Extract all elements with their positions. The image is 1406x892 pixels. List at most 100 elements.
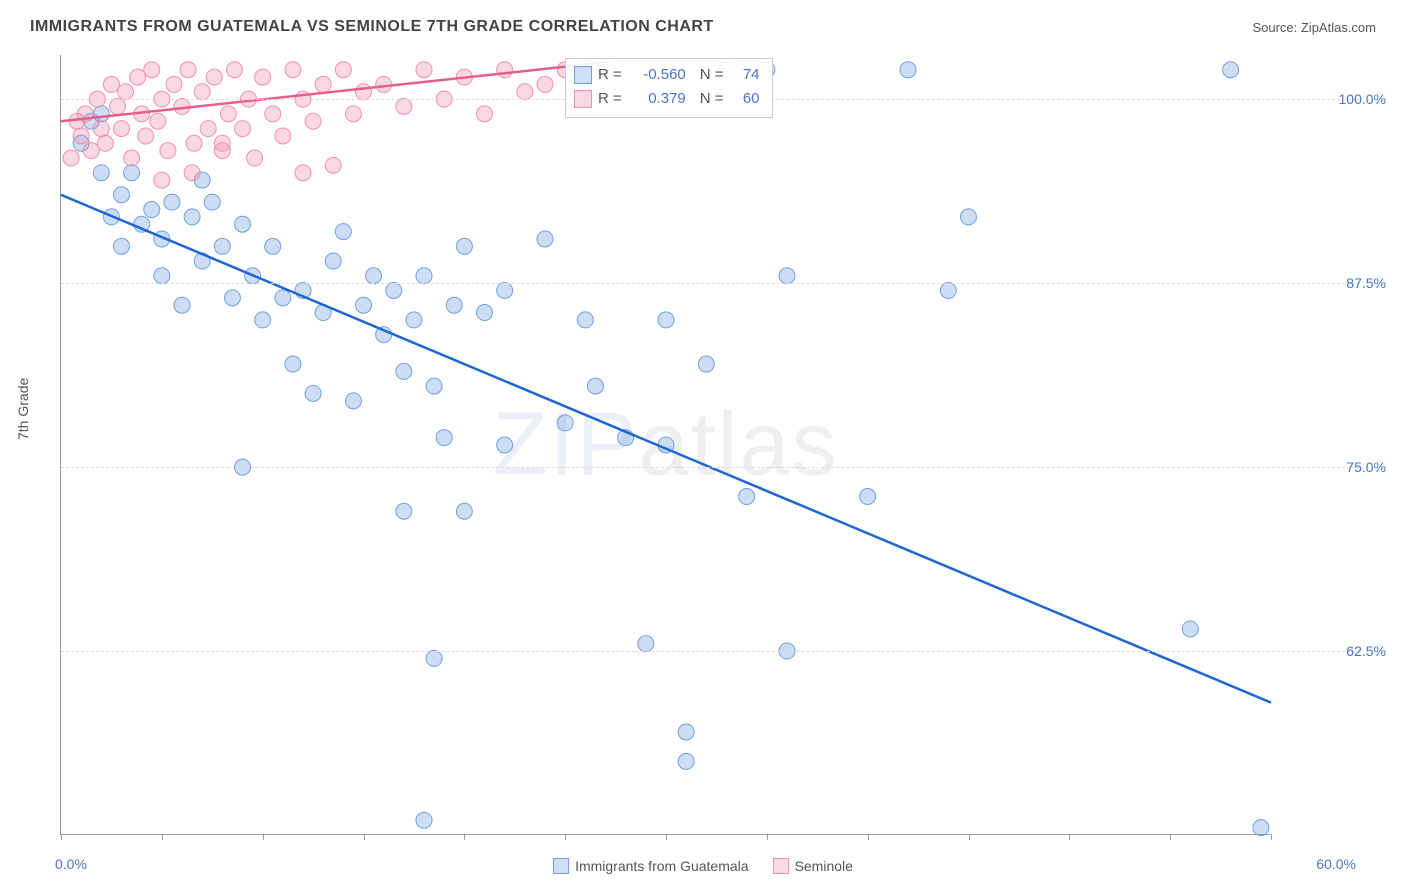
data-point (275, 290, 291, 306)
data-point (180, 62, 196, 78)
data-point (1253, 820, 1269, 836)
data-point (138, 128, 154, 144)
data-point (285, 356, 301, 372)
data-point (426, 650, 442, 666)
data-point (275, 128, 291, 144)
data-point (497, 62, 513, 78)
gridline-h (61, 283, 1360, 284)
legend-label: Immigrants from Guatemala (575, 858, 749, 874)
data-point (678, 724, 694, 740)
data-point (265, 238, 281, 254)
data-point (1182, 621, 1198, 637)
data-point (285, 62, 301, 78)
data-point (124, 150, 140, 166)
data-point (537, 231, 553, 247)
data-point (220, 106, 236, 122)
data-point (144, 202, 160, 218)
data-point (577, 312, 593, 328)
data-point (940, 282, 956, 298)
data-point (456, 238, 472, 254)
data-point (376, 76, 392, 92)
data-point (335, 62, 351, 78)
data-point (118, 84, 134, 100)
data-point (406, 312, 422, 328)
legend-swatch (773, 858, 789, 874)
data-point (166, 76, 182, 92)
n-value: 60 (730, 87, 760, 111)
y-tick-label: 62.5% (1346, 643, 1386, 659)
data-point (325, 253, 341, 269)
x-axis-min-label: 0.0% (55, 856, 87, 872)
n-label: N = (700, 87, 724, 111)
data-point (109, 99, 125, 115)
data-point (295, 165, 311, 181)
data-point (83, 143, 99, 159)
data-point (305, 113, 321, 129)
data-point (315, 76, 331, 92)
data-point (154, 172, 170, 188)
data-point (160, 143, 176, 159)
source-attribution: Source: ZipAtlas.com (1252, 20, 1376, 35)
y-tick-label: 100.0% (1339, 91, 1386, 107)
x-tick (969, 834, 970, 840)
data-point (446, 297, 462, 313)
data-point (658, 312, 674, 328)
x-tick (868, 834, 869, 840)
data-point (517, 84, 533, 100)
y-axis-label: 7th Grade (15, 378, 31, 440)
data-point (325, 157, 341, 173)
x-tick (1271, 834, 1272, 840)
y-tick-label: 87.5% (1346, 275, 1386, 291)
data-point (114, 121, 130, 137)
data-point (235, 121, 251, 137)
data-point (93, 121, 109, 137)
data-point (557, 415, 573, 431)
data-point (587, 378, 603, 394)
data-point (204, 194, 220, 210)
legend-swatch (553, 858, 569, 874)
data-point (345, 393, 361, 409)
x-tick (61, 834, 62, 840)
data-point (356, 297, 372, 313)
data-point (226, 62, 242, 78)
data-point (184, 165, 200, 181)
data-point (224, 290, 240, 306)
data-point (396, 99, 412, 115)
data-point (93, 106, 109, 122)
data-point (164, 194, 180, 210)
data-point (436, 430, 452, 446)
data-point (497, 282, 513, 298)
data-point (194, 84, 210, 100)
r-label: R = (598, 87, 622, 111)
x-axis-max-label: 60.0% (1316, 856, 1356, 872)
data-point (366, 268, 382, 284)
r-value: -0.560 (628, 63, 686, 87)
x-tick (767, 834, 768, 840)
source-name: ZipAtlas.com (1301, 20, 1376, 35)
data-point (638, 636, 654, 652)
data-point (200, 121, 216, 137)
x-tick (162, 834, 163, 840)
x-tick (1069, 834, 1070, 840)
data-point (63, 150, 79, 166)
data-point (114, 238, 130, 254)
data-point (97, 135, 113, 151)
data-point (456, 503, 472, 519)
data-point (184, 209, 200, 225)
data-point (396, 503, 412, 519)
data-point (477, 305, 493, 321)
data-point (103, 76, 119, 92)
data-point (214, 238, 230, 254)
n-value: 74 (730, 63, 760, 87)
data-point (114, 187, 130, 203)
gridline-h (61, 467, 1360, 468)
data-point (356, 84, 372, 100)
data-point (386, 282, 402, 298)
data-point (124, 165, 140, 181)
data-point (214, 135, 230, 151)
data-point (537, 76, 553, 92)
data-point (900, 62, 916, 78)
legend-item: Immigrants from Guatemala (553, 858, 749, 874)
data-point (416, 812, 432, 828)
r-label: R = (598, 63, 622, 87)
